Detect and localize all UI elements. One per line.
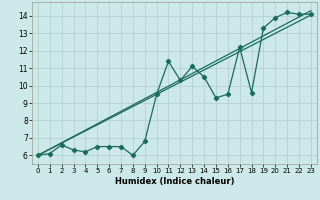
X-axis label: Humidex (Indice chaleur): Humidex (Indice chaleur) — [115, 177, 234, 186]
